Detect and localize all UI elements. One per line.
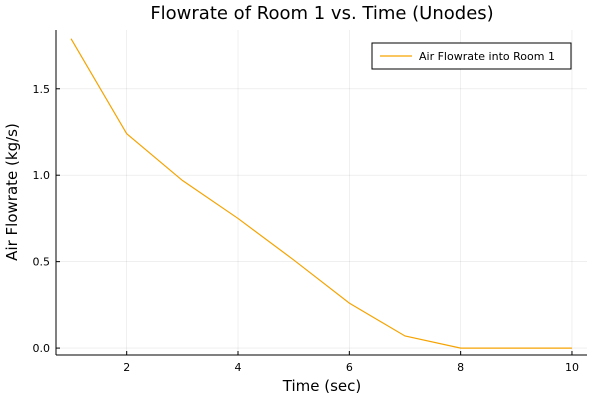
y-tick-label: 0.0 [33, 342, 51, 355]
y-tick-label: 1.0 [33, 169, 51, 182]
x-tick-label: 2 [123, 361, 130, 374]
data-point [404, 335, 406, 337]
data-point [126, 133, 128, 135]
chart-title: Flowrate of Room 1 vs. Time (Unodes) [150, 3, 493, 24]
data-point [516, 347, 518, 349]
data-point [182, 180, 184, 182]
series-layer [70, 38, 573, 349]
y-axis-label: Air Flowrate (kg/s) [3, 123, 21, 261]
legend: Air Flowrate into Room 1 [371, 42, 572, 70]
x-tick-label: 8 [457, 361, 464, 374]
data-point [70, 38, 72, 40]
data-point [293, 259, 295, 261]
series-line [70, 38, 572, 349]
legend-entry: Air Flowrate into Room 1 [419, 50, 555, 63]
data-point [571, 347, 573, 349]
data-point [237, 218, 239, 220]
data-point [460, 347, 462, 349]
x-tick-label: 10 [565, 361, 579, 374]
tick-layer: 2 4 6 8 10 0.0 0.5 1.0 1.5 [33, 83, 579, 374]
data-point [349, 302, 351, 304]
y-tick-label: 1.5 [33, 83, 51, 96]
x-tick-label: 6 [346, 361, 353, 374]
x-tick-label: 4 [235, 361, 242, 374]
grid-layer [56, 30, 587, 355]
y-tick-label: 0.5 [33, 256, 51, 269]
x-axis-label: Time (sec) [282, 377, 361, 395]
